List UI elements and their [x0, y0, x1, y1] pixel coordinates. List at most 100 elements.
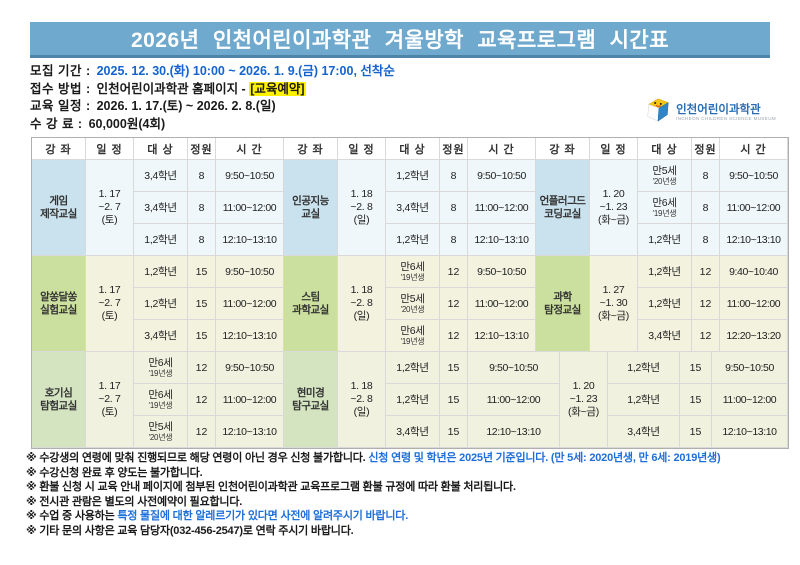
target-cell: 1,2학년	[134, 288, 188, 320]
museum-logo: 인천어린이과학관 INCHEON CHILDREN SCIENCE MUSEUM	[644, 96, 776, 129]
target-birthyear-label: '20년생	[400, 305, 425, 314]
quota-cell: 15	[188, 320, 216, 352]
quota-cell: 12	[692, 320, 720, 352]
target-cell: 1,2학년	[386, 352, 440, 384]
time-cell: 12:10~13:10	[216, 416, 284, 448]
time-cell: 12:10~13:10	[216, 224, 284, 256]
quota-cell: 12	[188, 352, 216, 384]
time-cell: 11:00~12:00	[468, 384, 560, 416]
time-cell: 12:10~13:10	[468, 320, 536, 352]
target-birthyear-label: '20년생	[652, 177, 677, 186]
schedule-cell: 1. 17 ~2. 7 (토)	[86, 256, 134, 352]
target-cell: 1,2학년	[386, 224, 440, 256]
quota-cell: 15	[440, 416, 468, 448]
time-cell: 11:00~12:00	[216, 384, 284, 416]
quota-cell: 8	[440, 224, 468, 256]
museum-logo-icon	[644, 96, 672, 129]
info-value: 인천어린이과학관 홈페이지 -	[96, 81, 250, 96]
info-row: 접수 방법 : 인천어린이과학관 홈페이지 - [교육예약]	[30, 81, 630, 99]
info-label: 교육 일정 :	[30, 99, 91, 113]
quota-cell: 8	[188, 160, 216, 192]
course-block: 1. 20 ~1. 23 (화~금) 1,2학년 15 9:50~10:50 1,2학년…	[560, 352, 788, 448]
quota-cell: 15	[680, 384, 712, 416]
time-cell: 9:50~10:50	[216, 352, 284, 384]
note-line: ※ 전시관 관람은 별도의 사전예약이 필요합니다.	[26, 495, 786, 510]
target-birthyear-label: '19년생	[148, 369, 173, 378]
schedule-cell: 1. 18 ~2. 8 (일)	[338, 256, 386, 352]
note-line: ※ 기타 문의 사항은 교육 담당자(032-456-2547)로 연락 주시기…	[26, 524, 786, 539]
target-grade-label: 3,4학년	[144, 329, 177, 342]
target-grade-label: 1,2학년	[396, 233, 429, 246]
note-line: ※ 수강생의 연령에 맞춰 진행되므로 해당 연령이 아닌 경우 신청 불가합니…	[26, 451, 786, 466]
note-text: ※ 전시관 관람은 별도의 사전예약이 필요합니다.	[26, 495, 243, 508]
time-cell: 12:20~13:20	[720, 320, 788, 352]
target-cell: 3,4학년	[134, 192, 188, 224]
notes-section: ※ 수강생의 연령에 맞춰 진행되므로 해당 연령이 아닌 경우 신청 불가합니…	[26, 451, 786, 538]
target-grade-label: 1,2학년	[627, 393, 660, 406]
note-line: ※ 수업 중 사용하는 특정 물질에 대한 알레르기가 있다면 사전에 알려주시…	[26, 509, 786, 524]
target-grade-label: 1,2학년	[648, 233, 681, 246]
quota-cell: 8	[440, 192, 468, 224]
target-grade-label: 1,2학년	[144, 265, 177, 278]
target-cell: 3,4학년	[608, 416, 680, 448]
note-text: ※ 수강생의 연령에 맞춰 진행되므로 해당 연령이 아닌 경우 신청 불가합니…	[26, 452, 369, 464]
quota-cell: 15	[440, 384, 468, 416]
quota-cell: 12	[440, 256, 468, 288]
page-title: 2026년 인천어린이과학관 겨울방학 교육프로그램 시간표	[130, 28, 670, 52]
table-band: 호기심 탐험교실 1. 17 ~2. 7 (토) 만6세 '19년생 12 9:50~10…	[32, 352, 788, 448]
note-text: ※ 수업 중 사용하는	[26, 510, 118, 522]
info-row: 교육 일정 : 2026. 1. 17.(토) ~ 2026. 2. 8.(일)	[30, 98, 630, 116]
time-cell: 9:50~10:50	[468, 160, 536, 192]
target-cell: 1,2학년	[638, 224, 692, 256]
target-grade-label: 3,4학년	[396, 425, 429, 438]
time-cell: 9:50~10:50	[720, 160, 788, 192]
course-block: 언플러그드 코딩교실 1. 20 ~1. 23 (화~금) 만5세 '20년생 8 9:5…	[536, 160, 788, 256]
course-block: 인공지능 교실 1. 18 ~2. 8 (일) 1,2학년 8 9:50~10:50 3,…	[284, 160, 536, 256]
course-cell: 알쏭달쏭 실험교실	[32, 256, 86, 352]
museum-logo-subtitle: INCHEON CHILDREN SCIENCE MUSEUM	[676, 115, 776, 121]
quota-cell: 12	[440, 320, 468, 352]
target-grade-label: 1,2학년	[627, 361, 660, 374]
header-cell: 일 정	[86, 138, 134, 160]
course-cell: 언플러그드 코딩교실	[536, 160, 590, 256]
schedule-cell: 1. 20 ~1. 23 (화~금)	[560, 352, 608, 448]
target-cell: 3,4학년	[134, 320, 188, 352]
target-cell: 만6세 '19년생	[638, 192, 692, 224]
target-cell: 1,2학년	[134, 256, 188, 288]
time-cell: 9:50~10:50	[468, 352, 560, 384]
note-text: ※ 수강신청 완료 후 양도는 불가합니다.	[26, 466, 203, 479]
target-birthyear-label: '19년생	[652, 209, 677, 218]
course-block: 호기심 탐험교실 1. 17 ~2. 7 (토) 만6세 '19년생 12 9:50~10…	[32, 352, 284, 448]
museum-logo-text: 인천어린이과학관 INCHEON CHILDREN SCIENCE MUSEUM	[676, 104, 776, 122]
target-grade-label: 3,4학년	[144, 169, 177, 182]
schedule-cell: 1. 18 ~2. 8 (일)	[338, 352, 386, 448]
info-row: 수 강 료 : 60,000원(4회)	[30, 116, 630, 134]
course-cell: 게임 제작교실	[32, 160, 86, 256]
target-cell: 만6세 '19년생	[134, 352, 188, 384]
time-cell: 9:40~10:40	[720, 256, 788, 288]
time-cell: 12:10~13:10	[712, 416, 788, 448]
quota-cell: 12	[440, 288, 468, 320]
time-cell: 12:10~13:10	[468, 416, 560, 448]
header-cell: 시 간	[720, 138, 788, 160]
info-row: 모집 기간 : 2025. 12. 30.(화) 10:00 ~ 2026. 1.…	[30, 63, 630, 81]
header-cell: 강 좌	[284, 138, 338, 160]
header-cell: 대 상	[386, 138, 440, 160]
quota-cell: 8	[692, 224, 720, 256]
header-cell: 시 간	[468, 138, 536, 160]
time-cell: 9:50~10:50	[216, 256, 284, 288]
note-text: ※ 환불 신청 시 교육 안내 페이지에 첨부된 인천어린이과학관 교육프로그램…	[26, 481, 516, 493]
header-cell: 정원	[692, 138, 720, 160]
info-value: [교육예약]	[249, 81, 306, 96]
quota-cell: 15	[188, 256, 216, 288]
info-section: 모집 기간 : 2025. 12. 30.(화) 10:00 ~ 2026. 1.…	[30, 63, 630, 133]
course-block: 과학 탐정교실 1. 27 ~1. 30 (화~금) 1,2학년 12 9:40~10:…	[536, 256, 788, 352]
header-cell: 강 좌	[32, 138, 86, 160]
target-cell: 1,2학년	[386, 384, 440, 416]
target-cell: 1,2학년	[608, 384, 680, 416]
target-cell: 만6세 '19년생	[386, 256, 440, 288]
target-birthyear-label: '19년생	[148, 401, 173, 410]
